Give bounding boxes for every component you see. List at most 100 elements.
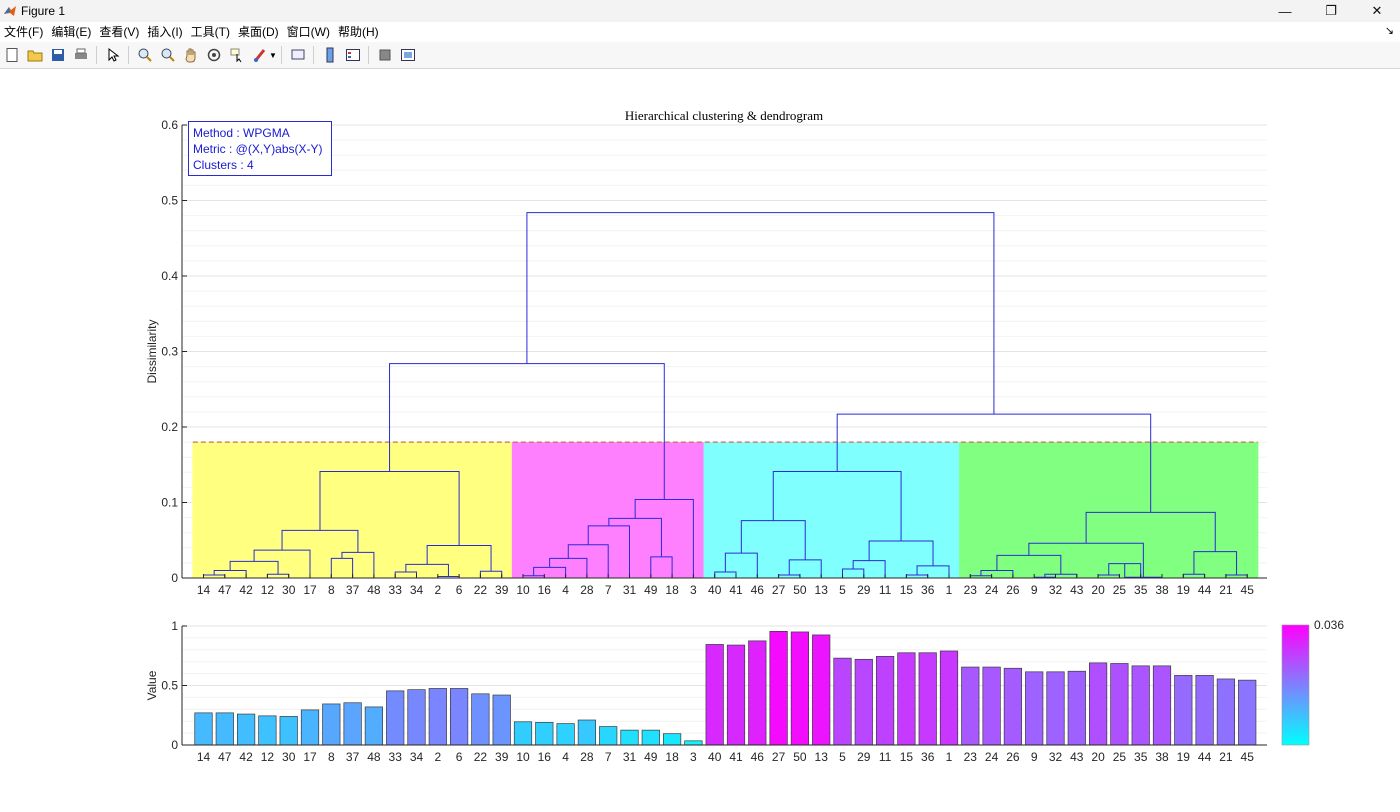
rotate-3d-icon[interactable] (203, 44, 225, 66)
bar (1195, 675, 1214, 746)
colorbar-icon[interactable] (319, 44, 341, 66)
leaf-label: 1 (946, 583, 953, 597)
minimize-button[interactable]: — (1278, 3, 1292, 19)
window-controls: — ❐ ✕ (1262, 0, 1400, 22)
leaf-label: 29 (857, 583, 871, 597)
bar (1131, 665, 1150, 746)
y-tick-label: 0.4 (161, 269, 178, 283)
bar (513, 721, 533, 746)
pan-hand-icon[interactable] (180, 44, 202, 66)
leaf-label: 13 (815, 583, 829, 597)
leaf-label: 42 (239, 583, 253, 597)
category-label: 42 (239, 750, 253, 764)
bar (769, 631, 788, 746)
menu-insert[interactable]: 插入(I) (147, 25, 183, 39)
category-label: 41 (729, 750, 743, 764)
category-label: 36 (921, 750, 935, 764)
bar (790, 631, 810, 746)
dendrogram-link (724, 552, 758, 578)
menu-help[interactable]: 帮助(H) (337, 25, 379, 39)
legend-icon[interactable] (342, 44, 364, 66)
cluster-patch-3 (703, 442, 961, 578)
leaf-label: 30 (282, 583, 296, 597)
print-icon[interactable] (70, 44, 92, 66)
menu-desktop[interactable]: 桌面(D) (237, 25, 279, 39)
figure-canvas: 00.10.20.30.40.50.614 47 42 12 30 17 8 37 48 33 34… (145, 108, 1344, 764)
leaf-label: 21 (1219, 583, 1233, 597)
category-label: 38 (1155, 750, 1169, 764)
leaf-label: 11 (879, 583, 892, 597)
matlab-logo-icon (4, 6, 16, 16)
colorbar-max-label: 0.036 (1314, 618, 1344, 632)
bar (641, 729, 660, 746)
bar (407, 689, 426, 746)
category-label: 6 (456, 750, 463, 764)
category-label: 17 (303, 750, 317, 764)
info-box (188, 121, 332, 176)
bar (577, 719, 597, 746)
category-label: 47 (218, 750, 232, 764)
bar (343, 702, 362, 746)
menu-view[interactable]: 查看(V) (99, 25, 140, 39)
menu-window[interactable]: 窗口(W) (286, 25, 330, 39)
category-label: 12 (261, 750, 275, 764)
category-label: 26 (1006, 750, 1020, 764)
category-label: 33 (389, 750, 403, 764)
category-label: 21 (1219, 750, 1233, 764)
bar (364, 706, 383, 746)
bar (215, 712, 234, 746)
y-tick-label: 0 (171, 571, 178, 585)
open-folder-icon[interactable] (24, 44, 46, 66)
figure-toolbar: ▼ (0, 42, 1400, 69)
colorbar-gradient (1281, 624, 1310, 746)
maximize-button[interactable]: ❐ (1325, 3, 1337, 18)
leaf-label: 24 (985, 583, 999, 597)
dendrogram-link (1028, 542, 1144, 578)
category-label: 31 (623, 750, 637, 764)
close-button[interactable]: ✕ (1371, 3, 1383, 18)
bar (620, 729, 639, 746)
bar (897, 652, 916, 746)
data-cursor-icon[interactable] (226, 44, 248, 66)
chart-title: Hierarchical clustering & dendrogram (625, 108, 823, 123)
leaf-label: 34 (410, 583, 424, 597)
leaf-label: 3 (690, 583, 697, 597)
info-box-line: Metric : @(X,Y)abs(X-Y) (193, 142, 323, 156)
menu-file[interactable]: 文件(F) (4, 25, 44, 39)
bar (726, 644, 746, 746)
show-plot-tools-icon[interactable] (397, 44, 419, 66)
leaf-label: 10 (516, 583, 530, 597)
bar (684, 740, 703, 746)
save-icon[interactable] (47, 44, 69, 66)
category-label: 14 (197, 750, 211, 764)
bar (918, 652, 937, 746)
category-label: 27 (772, 750, 786, 764)
zoom-out-icon[interactable] (157, 44, 179, 66)
bar (1025, 671, 1044, 746)
menu-edit[interactable]: 编辑(E) (51, 25, 92, 39)
pointer-icon[interactable] (102, 44, 124, 66)
zoom-in-icon[interactable] (134, 44, 156, 66)
brush-icon[interactable] (249, 44, 271, 66)
category-label: 32 (1049, 750, 1063, 764)
leaf-label: 8 (328, 583, 335, 597)
leaf-label: 18 (665, 583, 679, 597)
menu-tools[interactable]: 工具(T) (190, 25, 230, 39)
category-label: 2 (434, 750, 441, 764)
leaf-label: 49 (644, 583, 658, 597)
bar (833, 657, 852, 746)
leaf-label: 27 (772, 583, 786, 597)
category-label: 16 (538, 750, 552, 764)
bar (982, 666, 1001, 746)
hide-plot-tools-icon[interactable] (374, 44, 396, 66)
leaf-label: 16 (538, 583, 552, 597)
leaf-label: 37 (346, 583, 360, 597)
bar (279, 716, 298, 746)
link-plot-icon[interactable] (287, 44, 309, 66)
y-tick-label: 0.5 (161, 679, 178, 693)
dock-arrow-icon[interactable]: ↘ (1384, 25, 1394, 37)
toolbar-separator (96, 46, 97, 64)
brush-dropdown-icon[interactable]: ▼ (269, 50, 277, 60)
new-file-icon[interactable] (1, 44, 23, 66)
bar (812, 634, 831, 746)
